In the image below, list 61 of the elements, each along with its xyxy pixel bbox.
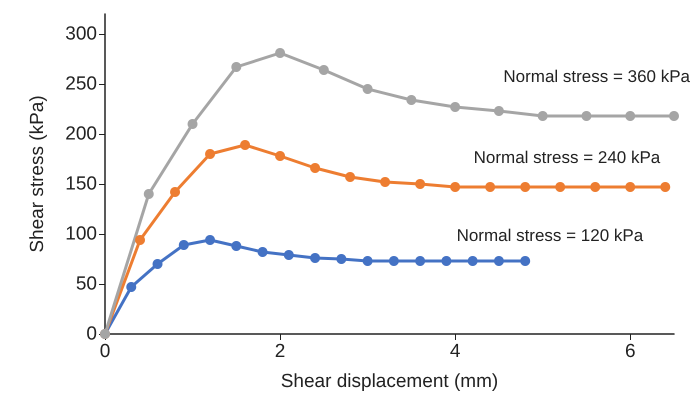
point — [362, 84, 373, 94]
point — [345, 172, 356, 182]
point — [178, 240, 189, 250]
y-tick-label: 250 — [65, 74, 97, 94]
point — [231, 62, 242, 72]
y-tick-label: 50 — [76, 274, 97, 294]
point — [415, 179, 426, 189]
point — [555, 182, 566, 192]
point — [310, 253, 320, 263]
x-tick-label: 6 — [624, 341, 636, 362]
point — [310, 163, 320, 173]
y-tick-label: 150 — [65, 174, 97, 194]
x-tick-label: 2 — [274, 341, 286, 362]
point — [520, 182, 530, 192]
point — [406, 95, 416, 105]
point — [144, 189, 154, 199]
point — [581, 111, 592, 121]
point — [152, 259, 163, 269]
point — [362, 256, 373, 266]
series-label: Normal stress = 360 kPa — [503, 67, 690, 86]
point — [275, 48, 286, 58]
point — [485, 182, 496, 192]
point — [275, 151, 286, 161]
x-axis-title: Shear displacement (mm) — [280, 371, 498, 392]
point — [126, 282, 136, 292]
point — [135, 235, 146, 245]
point — [450, 182, 460, 192]
point — [170, 187, 180, 197]
point — [318, 65, 329, 75]
point — [205, 235, 216, 245]
point — [231, 241, 242, 251]
point — [258, 247, 268, 257]
point — [441, 256, 452, 266]
point — [240, 140, 250, 150]
point — [380, 177, 390, 187]
point — [415, 256, 426, 266]
series-label: Normal stress = 120 kPa — [456, 226, 644, 245]
point — [494, 106, 504, 116]
point — [625, 111, 636, 121]
point — [625, 182, 636, 192]
point — [450, 102, 460, 112]
point — [538, 111, 548, 121]
point — [520, 256, 530, 266]
point — [205, 149, 216, 159]
series-label: Normal stress = 240 kPa — [474, 148, 661, 167]
y-tick-label: 0 — [86, 324, 97, 344]
x-tick-label: 0 — [100, 341, 110, 362]
point — [468, 256, 478, 266]
y-tick-label: 200 — [65, 124, 97, 144]
point — [494, 256, 504, 266]
point — [388, 256, 399, 266]
y-axis-title: Shear stress (kPa) — [27, 95, 48, 253]
point — [590, 182, 600, 192]
point — [188, 119, 198, 129]
x-tick-label: 4 — [450, 341, 461, 362]
y-tick-label: 100 — [65, 224, 97, 244]
point — [336, 254, 346, 264]
point — [284, 250, 294, 260]
point — [660, 182, 670, 192]
y-tick-label: 300 — [65, 24, 97, 44]
point — [669, 111, 679, 121]
